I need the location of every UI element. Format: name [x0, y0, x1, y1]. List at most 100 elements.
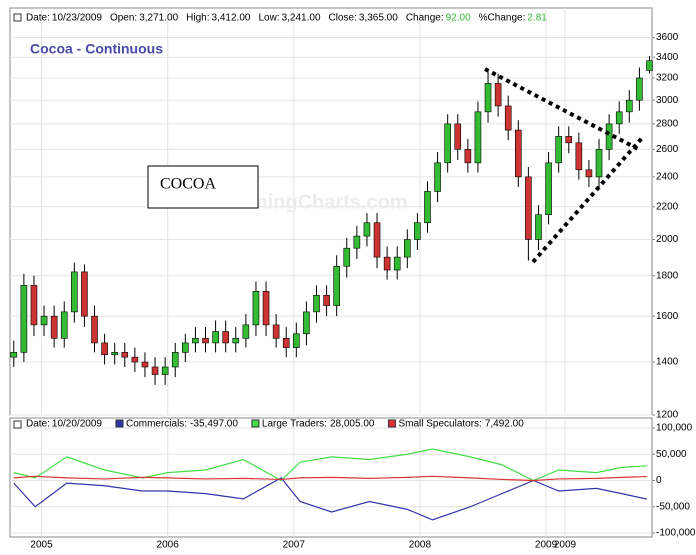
candle-body [50, 315, 58, 339]
candle-body [515, 129, 522, 178]
y-tick-label: -100,000 [656, 528, 696, 539]
annotation: COCOA [160, 176, 216, 193]
y-tick-label: 2400 [656, 171, 679, 182]
header-value: 3,271.00 [139, 13, 178, 24]
header-value: 3,241.00 [282, 13, 321, 24]
x-tick-label: 2009 [554, 540, 577, 551]
series-line [13, 448, 647, 482]
candle-body [494, 83, 502, 107]
candle-body [504, 105, 512, 131]
candle-body [71, 271, 78, 313]
legend-value: 28,005.00 [330, 419, 375, 430]
candle-body [414, 222, 421, 240]
series-line [13, 475, 647, 482]
cot-icon [13, 420, 22, 429]
header-label: High: [186, 13, 209, 24]
x-tick-label: 2009 [535, 540, 558, 551]
candle-body [484, 83, 492, 113]
candle-body [40, 315, 48, 326]
candle-body [293, 333, 300, 348]
header-label: %Change: [479, 13, 526, 24]
candle-body [646, 60, 653, 71]
legend-swatch [251, 419, 260, 428]
header-label: Change: [406, 13, 444, 24]
y-tick-label: 2800 [656, 119, 679, 130]
candle-body [373, 222, 381, 258]
candle-body [393, 256, 401, 271]
legend-swatch [387, 419, 396, 428]
candle-body [20, 285, 28, 353]
y-tick-label: 3000 [656, 95, 679, 106]
y-tick-label: 2000 [656, 234, 679, 245]
y-tick-label: 1600 [656, 311, 679, 322]
trendline-upper [484, 67, 641, 152]
candle-body [282, 338, 290, 348]
candle-body [222, 331, 229, 344]
candle-body [444, 123, 451, 164]
candle-body [575, 142, 583, 171]
candle-body [535, 214, 542, 240]
candle-body [192, 338, 199, 344]
x-tick-label: 2007 [283, 540, 306, 551]
legend-swatch [115, 419, 124, 428]
candle-body [161, 366, 169, 375]
candle-body [615, 111, 623, 125]
candle-body [353, 235, 361, 249]
candle-body [212, 331, 219, 344]
x-tick-label: 2005 [30, 540, 53, 551]
header-label: Date: [26, 13, 50, 24]
candle-body [565, 136, 573, 144]
candle-body [141, 361, 149, 368]
candle-body [474, 111, 482, 164]
legend-name: Large Traders: [262, 419, 327, 430]
cot-legend: Date: 10/20/2009 Commercials: -35,497.00 Lar… [26, 419, 524, 430]
y-tick-label: 50,000 [656, 449, 687, 460]
candle-body [363, 222, 371, 237]
header-label: Low: [258, 13, 279, 24]
candle-body [262, 291, 270, 326]
annotation-box [147, 165, 259, 209]
candle-body [343, 247, 351, 267]
header-value: 10/23/2009 [52, 13, 102, 24]
candle-body [595, 149, 603, 178]
legend-value: 7,492.00 [485, 419, 524, 430]
header-label: Open: [110, 13, 137, 24]
candle-body [101, 342, 108, 356]
y-tick-label: 2200 [656, 201, 679, 212]
candle-body [545, 162, 552, 215]
y-tick-label: 1800 [656, 270, 679, 281]
candle-body [10, 352, 18, 358]
legend-value: -35,497.00 [190, 419, 238, 430]
marks [10, 55, 653, 521]
candle-body [525, 176, 532, 240]
candle-body [182, 342, 189, 353]
y-tick-label: 2600 [656, 144, 679, 155]
y-tick-label: 3200 [656, 73, 679, 84]
candle-body [303, 311, 310, 335]
candle-body [605, 123, 613, 150]
candle-body [272, 324, 280, 339]
header-icon [13, 13, 22, 22]
y-tick-label: -50,000 [656, 501, 690, 512]
candle-body [333, 265, 340, 306]
header-value: 3,412.00 [212, 13, 251, 24]
candle-body [30, 285, 38, 326]
header-value: 3,365.00 [359, 13, 398, 24]
candle-body [404, 239, 411, 258]
x-tick-label: 2006 [157, 540, 180, 551]
candle-body [252, 291, 260, 326]
candle-body [242, 324, 250, 339]
candle-body [121, 352, 129, 358]
candle-body [171, 352, 179, 368]
candle-body [60, 311, 68, 339]
candle-body [131, 356, 139, 363]
candle-body [424, 191, 431, 224]
candle-body [434, 162, 441, 192]
y-tick-label: 100,000 [656, 423, 693, 434]
candle-body [313, 295, 320, 313]
candle-body [464, 149, 472, 164]
candle-body [454, 123, 462, 150]
y-tick-label: 3400 [656, 52, 679, 63]
y-tick-label: 3600 [656, 32, 679, 43]
